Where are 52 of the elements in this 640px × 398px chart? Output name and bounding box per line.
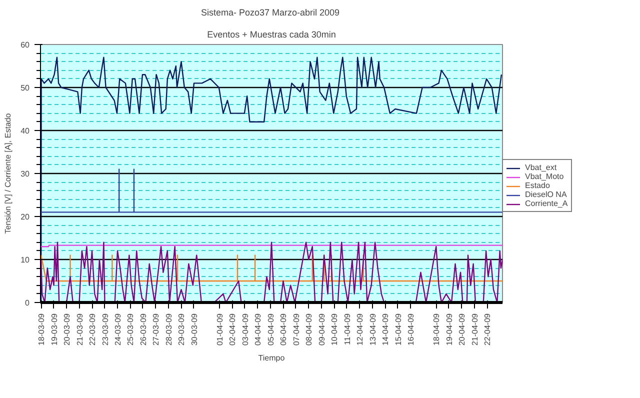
x-tick-label: 27-03-09 [152, 312, 161, 346]
x-tick-label: 24-03-09 [114, 312, 122, 346]
y-tick-label: 20 [20, 212, 30, 222]
x-tick-label: 20-04-09 [458, 312, 467, 346]
x-tick-label: 01-04-09 [215, 312, 224, 346]
line-series [40, 56, 502, 302]
x-tick-label: 20-03-09 [62, 312, 72, 346]
x-tick-label: 25-03-09 [126, 312, 136, 346]
x-tick-label: 21-03-09 [75, 312, 84, 346]
x-tick-label: 09-04-09 [317, 312, 326, 346]
x-tick-label: 14-04-09 [381, 312, 390, 346]
y-tick-label: 50 [20, 84, 30, 92]
x-tick-label: 22-04-09 [483, 312, 492, 346]
x-tick-label: 16-04-09 [406, 312, 416, 346]
y-tick-label: 30 [20, 170, 30, 178]
chart-title: Sistema- Pozo37 Marzo-abril 2009 [200, 8, 340, 18]
x-tick-label: 08-04-09 [304, 312, 314, 346]
y-tick-label: 40 [20, 126, 30, 136]
legend-label: Estado [525, 181, 550, 190]
x-tick-label: 28-03-09 [164, 312, 174, 346]
y-tick-label: 10 [20, 256, 30, 264]
y-tick-label: 60 [20, 40, 30, 50]
x-tick-label: 18-04-09 [432, 312, 442, 346]
legend-label: DieselO NA [525, 190, 567, 199]
x-tick-label: 05-04-09 [266, 312, 276, 346]
x-tick-label: 02-04-09 [228, 312, 238, 346]
x-tick-label: 30-03-09 [190, 312, 199, 346]
y-tick-label: 0 [25, 298, 30, 308]
x-tick-label: 12-04-09 [356, 312, 365, 346]
x-tick-label: 18-03-09 [37, 312, 46, 346]
x-tick-label: 07-04-09 [292, 312, 301, 346]
x-tick-label: 11-04-09 [342, 312, 352, 345]
x-tick-label: 03-04-09 [240, 312, 250, 346]
x-tick-label: 10-04-09 [330, 312, 340, 346]
x-tick-label: 19-04-09 [444, 312, 454, 346]
x-tick-label: 15-04-09 [394, 312, 403, 346]
legend-label: Vbat_Moto [525, 172, 564, 181]
chart-subtitle: Eventos + Muestras cada 30min [207, 30, 336, 40]
x-tick-label: 19-03-09 [50, 312, 59, 346]
x-tick-label: 26-03-09 [138, 312, 148, 346]
x-axis-title: Tiempo [258, 354, 286, 363]
x-tick-label: 22-03-09 [88, 312, 98, 346]
x-tick-label: 21-04-09 [470, 312, 480, 346]
x-tick-label: 23-03-09 [100, 312, 110, 346]
x-tick-label: 04-04-09 [254, 312, 263, 346]
x-tick-label: 29-03-09 [177, 312, 186, 346]
line-series [40, 242, 502, 302]
legend-label: Vbat_ext [525, 163, 557, 172]
y-axis-title: Tensión [V] / Corriente [A], Estado [4, 112, 13, 234]
legend-label: Corriente_A [525, 199, 568, 208]
x-tick-label: 13-04-09 [368, 312, 378, 346]
x-tick-label: 06-04-09 [279, 312, 288, 346]
